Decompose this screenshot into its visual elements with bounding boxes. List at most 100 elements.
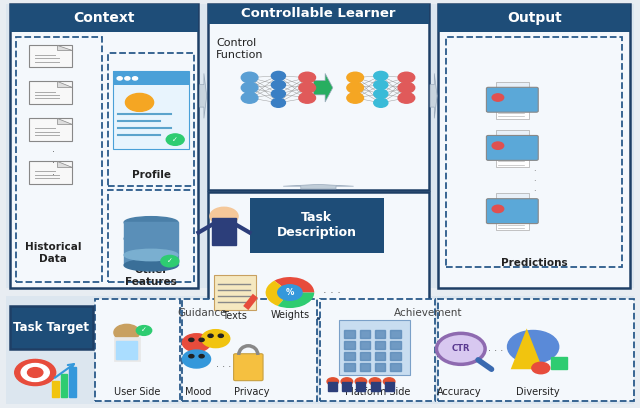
Text: Other
Features: Other Features <box>125 266 177 287</box>
Bar <box>6 4 634 288</box>
Circle shape <box>125 77 130 80</box>
Text: Weights: Weights <box>270 310 310 320</box>
Bar <box>69 367 76 397</box>
Text: Achievement: Achievement <box>394 308 463 318</box>
Polygon shape <box>200 73 207 118</box>
Bar <box>208 192 429 318</box>
Bar <box>52 381 59 397</box>
Bar <box>344 352 355 360</box>
Text: Platform Side: Platform Side <box>345 386 410 397</box>
Circle shape <box>166 134 184 145</box>
Bar <box>375 363 385 371</box>
Circle shape <box>355 378 367 385</box>
Bar <box>360 330 370 338</box>
Circle shape <box>136 326 152 335</box>
Bar <box>16 37 102 282</box>
Text: Privacy: Privacy <box>234 386 269 397</box>
Bar <box>344 330 355 338</box>
Circle shape <box>189 355 194 358</box>
Bar <box>390 330 401 338</box>
Circle shape <box>341 378 353 385</box>
Bar <box>360 363 370 371</box>
Bar <box>438 4 630 288</box>
Wedge shape <box>275 277 314 293</box>
Bar <box>10 4 198 33</box>
FancyBboxPatch shape <box>234 354 263 381</box>
Circle shape <box>199 355 204 358</box>
Text: Historical
Data: Historical Data <box>25 242 81 264</box>
Polygon shape <box>430 73 437 118</box>
Circle shape <box>218 334 223 337</box>
Circle shape <box>327 378 339 385</box>
Bar <box>182 299 317 401</box>
Bar <box>61 374 67 397</box>
Text: Diversity: Diversity <box>516 386 559 397</box>
Bar <box>495 130 529 140</box>
Text: · · ·: · · · <box>488 346 503 356</box>
Polygon shape <box>511 328 543 369</box>
Polygon shape <box>349 315 419 319</box>
Bar <box>495 222 529 230</box>
Circle shape <box>189 338 194 341</box>
Bar <box>10 306 93 349</box>
Circle shape <box>208 334 213 337</box>
Bar <box>29 45 72 67</box>
Circle shape <box>532 362 550 374</box>
Text: User Side: User Side <box>114 386 160 397</box>
Bar <box>356 382 365 391</box>
Circle shape <box>347 72 364 83</box>
Bar <box>208 4 429 190</box>
Bar <box>446 37 622 267</box>
Text: Output: Output <box>507 11 562 25</box>
Text: Guidance: Guidance <box>178 308 227 318</box>
Circle shape <box>374 89 388 98</box>
Circle shape <box>436 333 485 364</box>
FancyBboxPatch shape <box>486 199 538 224</box>
Text: · · ·: · · · <box>323 288 340 298</box>
Bar <box>551 357 567 369</box>
Circle shape <box>15 359 56 386</box>
Bar <box>29 82 72 104</box>
Bar <box>29 118 72 141</box>
Bar <box>495 82 529 92</box>
Ellipse shape <box>124 233 178 244</box>
Polygon shape <box>283 184 354 189</box>
Polygon shape <box>57 161 72 167</box>
Bar <box>124 222 178 265</box>
Bar <box>108 190 194 282</box>
Text: Context: Context <box>73 11 135 25</box>
Text: ✓: ✓ <box>141 328 147 333</box>
Circle shape <box>374 80 388 89</box>
Circle shape <box>271 71 285 80</box>
Circle shape <box>398 82 415 93</box>
Circle shape <box>125 93 154 111</box>
Bar <box>29 161 72 184</box>
Bar <box>375 341 385 349</box>
FancyBboxPatch shape <box>486 135 538 160</box>
Bar <box>6 296 634 404</box>
Circle shape <box>369 378 381 385</box>
Bar <box>342 382 351 391</box>
Text: ·
·
·: · · · <box>533 166 536 197</box>
Circle shape <box>199 338 204 341</box>
Circle shape <box>241 82 258 93</box>
Circle shape <box>299 82 316 93</box>
Polygon shape <box>231 315 301 319</box>
Circle shape <box>271 80 285 89</box>
Circle shape <box>299 72 316 83</box>
Text: Controllable Learner: Controllable Learner <box>241 7 396 20</box>
Text: Task Target: Task Target <box>13 321 89 334</box>
Bar <box>495 158 529 167</box>
Text: ✓: ✓ <box>172 137 178 143</box>
Polygon shape <box>243 294 258 310</box>
Circle shape <box>508 330 559 363</box>
FancyBboxPatch shape <box>486 87 538 112</box>
Circle shape <box>182 350 211 368</box>
Bar <box>116 341 137 359</box>
Circle shape <box>299 93 316 103</box>
Bar <box>113 71 189 85</box>
Text: · · ·: · · · <box>216 362 232 372</box>
Circle shape <box>347 82 364 93</box>
Bar <box>108 53 194 186</box>
Bar <box>320 299 435 401</box>
